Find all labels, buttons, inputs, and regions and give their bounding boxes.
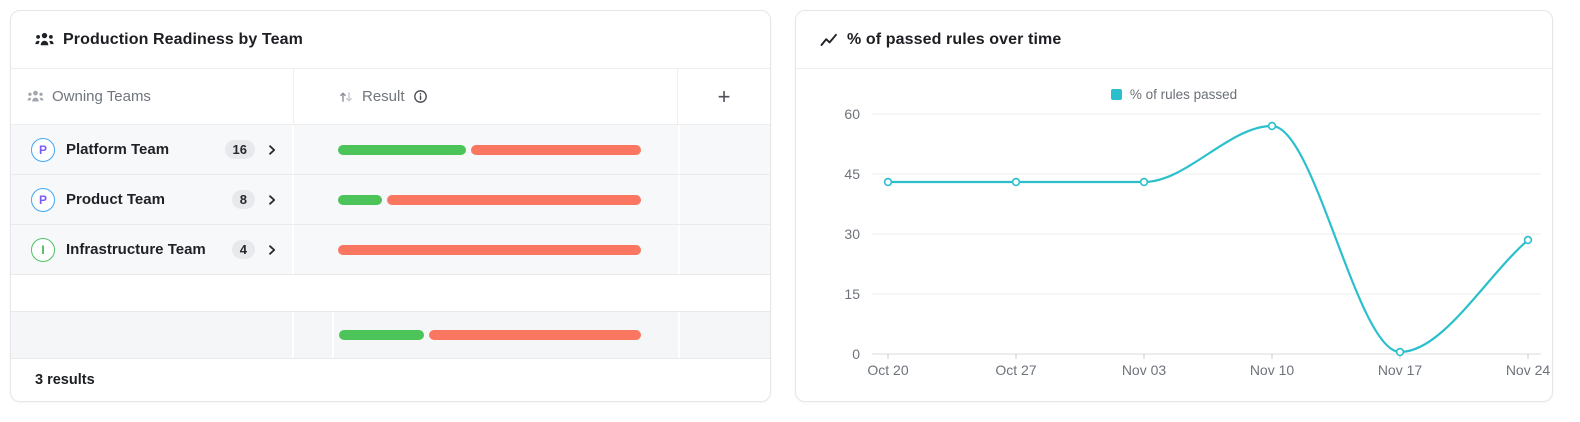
- rule-count-badge: 16: [224, 140, 255, 159]
- svg-text:60: 60: [844, 106, 860, 122]
- empty-cell: [680, 312, 770, 358]
- failed-bar: [338, 244, 641, 255]
- spacer-row: [11, 275, 770, 311]
- table-row[interactable]: P Product Team 8: [11, 175, 770, 225]
- team-name: Infrastructure Team: [66, 241, 206, 258]
- team-cell: I Infrastructure Team 4: [11, 225, 294, 274]
- svg-text:Oct 27: Oct 27: [995, 362, 1036, 378]
- rule-count-badge: 8: [231, 190, 255, 209]
- column-header-owning-teams[interactable]: Owning Teams: [11, 69, 294, 124]
- result-cell: [294, 225, 680, 274]
- result-bars: [338, 144, 641, 155]
- chart-legend[interactable]: % of rules passed: [796, 87, 1552, 102]
- legend-swatch: [1110, 89, 1122, 100]
- avatar: P: [31, 137, 55, 162]
- sort-icon[interactable]: [338, 89, 354, 105]
- empty-cell: [680, 225, 770, 274]
- chevron-right-icon[interactable]: [266, 194, 278, 206]
- production-readiness-card: Production Readiness by Team: [10, 10, 771, 402]
- team-cell: P Product Team 8: [11, 175, 294, 224]
- people-group-icon: [27, 90, 44, 103]
- chevron-right-icon[interactable]: [266, 244, 278, 256]
- people-group-icon: [35, 32, 54, 47]
- empty-cell: [680, 125, 770, 174]
- result-bars: [338, 244, 641, 255]
- passed-rules-chart-card: % of passed rules over time % of rules p…: [795, 10, 1553, 402]
- team-cell: P Platform Team 16: [11, 125, 294, 174]
- chevron-right-icon[interactable]: [266, 144, 278, 156]
- avatar: P: [31, 187, 55, 212]
- team-name: Platform Team: [66, 141, 170, 158]
- result-cell: [294, 125, 680, 174]
- chart-area: % of rules passed 0 15 30 45 60 Oct 20 Oct 27 N…: [796, 69, 1552, 401]
- svg-text:0: 0: [852, 346, 860, 362]
- failed-bar: [471, 144, 641, 155]
- info-icon[interactable]: [413, 89, 428, 104]
- passed-bar: [338, 144, 467, 155]
- add-column-button[interactable]: +: [707, 80, 741, 114]
- avatar: I: [31, 237, 55, 262]
- failed-bar: [428, 330, 641, 340]
- summary-row: [11, 311, 770, 359]
- summary-result-cell: [334, 312, 680, 358]
- passed-bar: [338, 194, 383, 205]
- summary-team-cell: [11, 312, 294, 358]
- table-row[interactable]: I Infrastructure Team 4: [11, 225, 770, 275]
- summary-spacer-cell: [294, 312, 334, 358]
- line-chart-svg: 0 15 30 45 60 Oct 20 Oct 27 Nov 03 Nov 10 Nov 17 N…: [844, 106, 1551, 378]
- svg-text:Oct 20: Oct 20: [867, 362, 908, 378]
- svg-text:Nov 24: Nov 24: [1506, 362, 1551, 378]
- column-label: Owning Teams: [52, 88, 151, 105]
- failed-bar: [387, 194, 641, 205]
- rule-count-badge: 4: [231, 240, 255, 259]
- trend-line-icon: [820, 33, 838, 47]
- column-label: Result: [362, 88, 405, 105]
- legend-label: % of rules passed: [1129, 87, 1238, 102]
- svg-text:30: 30: [844, 226, 860, 242]
- team-name: Product Team: [66, 191, 165, 208]
- page-title: Production Readiness by Team: [63, 30, 303, 48]
- result-cell: [294, 175, 680, 224]
- svg-text:45: 45: [844, 166, 860, 182]
- result-bars: [338, 194, 641, 205]
- card-header: Production Readiness by Team: [11, 11, 770, 69]
- column-header-result: Result: [294, 69, 678, 124]
- chart-title: % of passed rules over time: [847, 30, 1062, 48]
- svg-text:Nov 03: Nov 03: [1122, 362, 1167, 378]
- results-count: 3 results: [11, 359, 770, 401]
- summary-result-bars: [339, 330, 641, 340]
- svg-text:Nov 17: Nov 17: [1378, 362, 1423, 378]
- empty-cell: [680, 175, 770, 224]
- table-row[interactable]: P Platform Team 16: [11, 125, 770, 175]
- svg-text:15: 15: [844, 286, 860, 302]
- passed-bar: [339, 330, 424, 340]
- card-header: % of passed rules over time: [796, 11, 1552, 69]
- table-header: Owning Teams Result: [11, 69, 770, 125]
- svg-text:Nov 10: Nov 10: [1250, 362, 1295, 378]
